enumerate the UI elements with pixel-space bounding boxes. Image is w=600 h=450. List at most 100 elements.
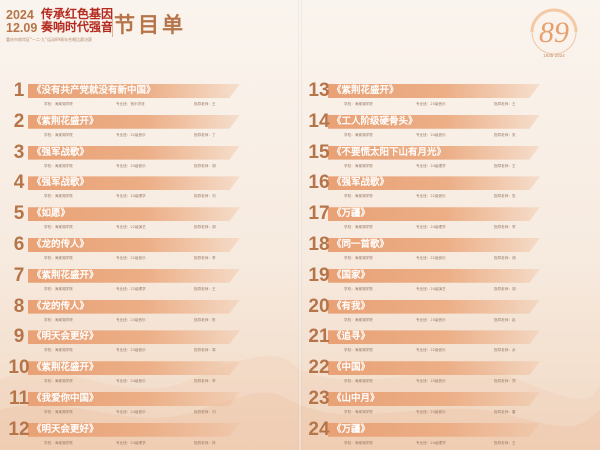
program-teacher: 指导老师：胡 xyxy=(494,256,516,260)
program-unit: 专业班：23级音乐 xyxy=(116,317,146,322)
program-title-bar xyxy=(328,145,540,160)
program-unit: 专业班：23级音乐 xyxy=(416,410,446,414)
program-row: 7 《紫荆花盛开》 学校：海棠湖学院 专业班：22级理学 指导老师：王 xyxy=(8,265,298,296)
program-teacher: 指导老师：刘 xyxy=(194,410,216,414)
program-unit: 专业班：24级理学 xyxy=(416,225,446,230)
program-title-bar xyxy=(328,238,540,252)
program-school: 学校：海棠湖学院 xyxy=(44,194,73,199)
program-title: 《追寻》 xyxy=(332,331,371,343)
program-number: 21 xyxy=(308,326,330,348)
program-unit: 专业班：22级音乐 xyxy=(116,256,146,260)
program-title: 《紫荆花盛开》 xyxy=(32,269,99,281)
program-school: 学校：海棠湖学院 xyxy=(44,286,73,291)
program-unit: 专业班：22级音乐 xyxy=(416,194,446,199)
program-details: 学校：海棠湖学院 专业班：23级音乐 指导老师：赵 xyxy=(344,316,592,324)
program-unit: 专业班：24级音乐 xyxy=(116,163,146,168)
program-unit: 专业班：24级理学 xyxy=(116,194,146,199)
program-number: 20 xyxy=(308,295,330,317)
program-school: 学校：海棠湖学院 xyxy=(44,348,73,353)
program-title: 《紫荆花盛开》 xyxy=(332,85,399,96)
program-title: 《紫荆花盛开》 xyxy=(32,115,99,127)
program-teacher: 指导老师：张 xyxy=(494,132,516,137)
program-teacher: 指导老师：陈 xyxy=(194,317,216,322)
program-row: 20 《有我》 学校：海棠湖学院 专业班：23级音乐 指导老师：赵 xyxy=(308,295,598,327)
program-row: 5 《如愿》学校：海棠湖学院 专业班：22级演艺 指导老师：胡 xyxy=(8,204,298,234)
program-unit: 专业班：24级音乐 xyxy=(116,379,146,384)
program-number: 24 xyxy=(308,418,330,440)
program-school: 学校：海棠湖学院 xyxy=(44,317,73,322)
program-details: 学校：海棠湖学院 专业班：22级音乐 指导老师：余 xyxy=(344,346,592,354)
program-row: 15 《不要慌太阳下山有月光》 学校：海棠湖学院 专业班：24级理学 指导老师：王 xyxy=(308,142,598,173)
program-school: 学校：海棠湖学院 xyxy=(344,440,373,445)
program-number: 17 xyxy=(308,203,330,225)
program-unit: 专业班：22级演艺 xyxy=(116,225,146,230)
program-unit: 专业班：24级演艺 xyxy=(416,286,446,291)
program-title: 《明天会更好》 xyxy=(32,331,99,343)
program-school: 学校：海棠湖学院 xyxy=(44,256,73,260)
program-school: 学校：海棠湖学院 xyxy=(44,379,73,384)
program-title: 《同一首歌》 xyxy=(332,239,390,250)
program-details: 学校：海棠湖学院 专业班：24级音乐 指导老师：张 xyxy=(344,131,592,139)
program-title: 《中国》 xyxy=(332,362,371,374)
program-details: 学校：海棠湖学院 专业班：22级音乐 指导老师：李 xyxy=(44,254,292,262)
program-title-bar xyxy=(28,238,240,252)
program-number: 18 xyxy=(308,234,330,255)
program-school: 学校：海棠湖学院 xyxy=(344,410,373,414)
program-title-bar xyxy=(28,207,240,222)
program-details: 学校：海棠湖学院 专业班：23级音乐 指导老师：王 xyxy=(344,100,592,108)
program-row: 18 《同一首歌》 学校：海棠湖学院 专业班：22级音乐 指导老师：胡 xyxy=(308,235,598,265)
program-number: 5 xyxy=(13,203,25,225)
program-teacher: 指导老师：李 xyxy=(194,379,216,384)
program-details: 学校：海棠湖学院 专业班：22级演艺 指导老师：胡 xyxy=(44,223,292,231)
page-spine xyxy=(298,0,302,450)
program-details: 学校：海棠湖学院 专业班：22级理学 指导老师：王 xyxy=(44,285,292,293)
program-school: 学校：海棠湖学院 xyxy=(44,132,73,137)
program-number: 22 xyxy=(308,357,330,379)
program-number: 12 xyxy=(8,418,30,440)
program-number: 9 xyxy=(13,326,25,348)
program-details: 学校：海棠湖学院 专业班：23级理学 指导老师：林 xyxy=(44,439,292,447)
program-school: 学校：海棠湖学院 xyxy=(344,286,373,291)
program-number: 4 xyxy=(13,172,25,194)
header-title-line1: 传承红色基因 xyxy=(41,7,114,21)
program-unit: 专业班：24级音乐 xyxy=(116,410,146,414)
program-teacher: 指导老师：郑 xyxy=(494,379,516,384)
program-row: 19 《国家》 学校：海棠湖学院 专业班：24级演艺 指导老师：胡 xyxy=(308,265,598,296)
program-row: 22 《中国》 学校：海棠湖学院 专业班：23级音乐 指导老师：郑 xyxy=(308,358,598,388)
program-unit: 专业班：23级音乐 xyxy=(416,102,446,106)
program-number: 13 xyxy=(308,80,330,101)
header-year: 2024 xyxy=(6,8,34,22)
program-school: 学校：海棠湖学院 xyxy=(344,194,373,199)
program-title: 《没有共产党就没有新中国》 xyxy=(32,85,156,96)
program-title: 《如愿》 xyxy=(32,208,71,220)
program-unit: 专业班：22级音乐 xyxy=(416,348,446,353)
program-title-bar xyxy=(328,422,540,437)
program-title: 《龙的传人》 xyxy=(32,239,90,250)
program-number: 23 xyxy=(308,388,330,409)
program-row: 14 《工人阶级硬骨头》 学校：海棠湖学院 专业班：24级音乐 指导老师：张 xyxy=(308,110,598,142)
program-row: 1 《没有共产党就没有新中国》 学校：海棠湖学院 专业班：音乐学班 指导老师：王 xyxy=(8,81,298,111)
program-unit: 专业班：23级理学 xyxy=(116,440,146,445)
logo-number: 89 xyxy=(539,16,569,49)
left-page: 2024 12.09 传承红色基因 奏响时代强音 重庆市南岸区"一二·九"运动8… xyxy=(0,0,300,450)
program-title: 《万疆》 xyxy=(332,423,371,435)
program-title-bar xyxy=(328,207,540,222)
program-number: 10 xyxy=(8,357,30,379)
program-teacher: 指导老师：丁 xyxy=(194,132,216,137)
program-row: 9 《明天会更好》学校：海棠湖学院 专业班：23级音乐 指导老师：周 xyxy=(8,327,298,357)
program-title-bar xyxy=(328,268,540,283)
program-unit: 专业班：24级音乐 xyxy=(416,132,446,137)
header-title-line2: 奏响时代强音 xyxy=(41,20,114,34)
program-title-bar xyxy=(328,299,540,314)
program-details: 学校：海棠湖学院 专业班：24级理学 指导老师：李 xyxy=(344,223,592,231)
program-title-bar xyxy=(328,176,540,191)
program-unit: 专业班：23级音乐 xyxy=(416,317,446,322)
program-school: 学校：海棠湖学院 xyxy=(344,102,373,106)
program-number: 14 xyxy=(308,110,330,132)
program-details: 学校：海棠湖学院 专业班：23级音乐 指导老师：周 xyxy=(44,346,292,354)
program-school: 学校：海棠湖学院 xyxy=(344,163,373,168)
program-heading: 节目单 xyxy=(114,13,186,37)
program-details: 学校：海棠湖学院 专业班：24级音乐 指导老师：李 xyxy=(44,377,292,385)
program-teacher: 指导老师：王 xyxy=(494,163,516,168)
program-title: 《强军战歌》 xyxy=(32,177,90,189)
